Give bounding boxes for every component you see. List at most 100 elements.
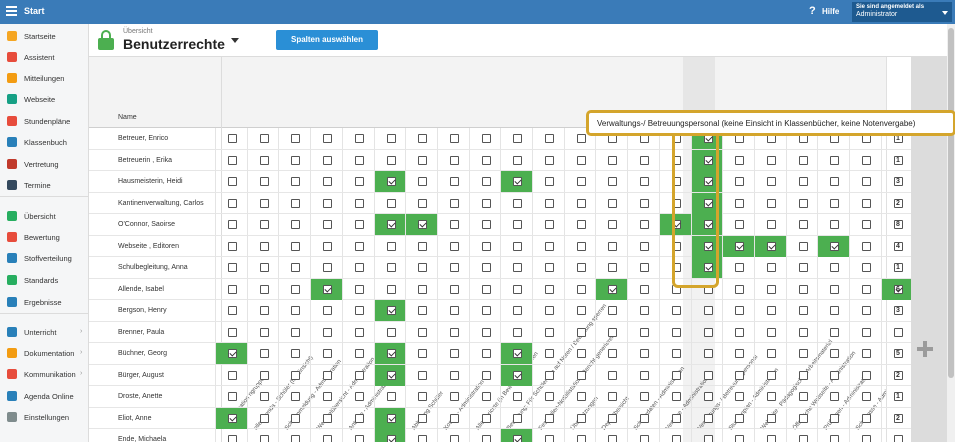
checkbox[interactable] — [576, 370, 586, 380]
checkbox[interactable] — [323, 263, 333, 272]
checkbox[interactable] — [735, 177, 745, 186]
checkbox[interactable] — [862, 370, 871, 380]
checkbox[interactable] — [386, 284, 396, 294]
checkbox[interactable] — [513, 155, 523, 165]
checkbox[interactable] — [259, 241, 269, 251]
checkbox[interactable] — [830, 220, 840, 229]
checkbox[interactable] — [735, 435, 745, 442]
checkbox-checked[interactable] — [513, 177, 523, 186]
checkbox[interactable] — [481, 155, 491, 165]
checkbox[interactable] — [545, 241, 554, 251]
checkbox-checked[interactable] — [703, 263, 713, 272]
checkbox[interactable] — [259, 370, 269, 380]
checkbox[interactable] — [545, 327, 554, 337]
checkbox[interactable] — [323, 155, 333, 165]
checkbox[interactable] — [671, 306, 681, 315]
checkbox[interactable] — [291, 392, 301, 401]
sidebar-item-12[interactable]: Ergebnisse — [0, 292, 89, 312]
checkbox-checked[interactable] — [608, 284, 618, 294]
checkbox-checked[interactable] — [513, 349, 523, 358]
checkbox[interactable] — [608, 413, 618, 423]
checkbox[interactable] — [735, 155, 745, 165]
checkbox-checked[interactable] — [766, 241, 776, 251]
checkbox[interactable] — [228, 306, 237, 315]
checkbox[interactable] — [640, 392, 650, 401]
checkbox[interactable] — [481, 306, 491, 315]
checkbox[interactable] — [671, 435, 681, 442]
sidebar-item-13[interactable]: Unterricht › — [0, 322, 89, 342]
checkbox[interactable] — [449, 435, 459, 442]
checkbox-checked[interactable] — [418, 220, 428, 229]
checkbox[interactable] — [545, 177, 554, 186]
checkbox[interactable] — [418, 284, 428, 294]
checkbox[interactable] — [449, 134, 459, 143]
checkbox[interactable] — [418, 134, 428, 143]
checkbox[interactable] — [291, 306, 301, 315]
checkbox[interactable] — [671, 370, 681, 380]
checkbox[interactable] — [671, 413, 681, 423]
checkbox[interactable] — [640, 263, 650, 272]
checkbox[interactable] — [703, 413, 713, 423]
checkbox[interactable] — [893, 392, 903, 401]
checkbox[interactable] — [481, 134, 491, 143]
checkbox[interactable] — [545, 284, 554, 294]
checkbox[interactable] — [449, 392, 459, 401]
checkbox[interactable] — [354, 263, 364, 272]
checkbox[interactable] — [323, 413, 333, 423]
checkbox[interactable] — [228, 177, 237, 186]
checkbox[interactable] — [259, 413, 269, 423]
checkbox[interactable] — [893, 155, 903, 165]
checkbox[interactable] — [608, 155, 618, 165]
checkbox[interactable] — [291, 177, 301, 186]
help-icon[interactable]: ? — [809, 5, 816, 17]
checkbox[interactable] — [545, 435, 554, 442]
checkbox[interactable] — [608, 177, 618, 186]
checkbox[interactable] — [418, 198, 428, 208]
checkbox[interactable] — [893, 435, 903, 442]
checkbox[interactable] — [386, 327, 396, 337]
checkbox[interactable] — [291, 370, 301, 380]
checkbox[interactable] — [798, 241, 808, 251]
checkbox[interactable] — [481, 392, 491, 401]
sidebar-item-16[interactable]: Agenda Online — [0, 386, 89, 406]
checkbox-checked[interactable] — [386, 220, 396, 229]
checkbox-checked[interactable] — [386, 306, 396, 315]
checkbox[interactable] — [481, 435, 491, 442]
checkbox[interactable] — [481, 327, 491, 337]
sidebar-item-7[interactable]: Termine — [0, 175, 89, 195]
sidebar-item-6[interactable]: Vertretung — [0, 154, 89, 174]
checkbox[interactable] — [862, 177, 871, 186]
checkbox[interactable] — [259, 155, 269, 165]
help-link[interactable]: Hilfe — [822, 7, 840, 16]
checkbox-checked[interactable] — [830, 241, 840, 251]
checkbox[interactable] — [481, 413, 491, 423]
checkbox[interactable] — [545, 134, 554, 143]
checkbox[interactable] — [830, 263, 840, 272]
checkbox[interactable] — [893, 413, 903, 423]
checkbox-checked[interactable] — [228, 413, 237, 423]
checkbox[interactable] — [862, 241, 871, 251]
checkbox[interactable] — [228, 435, 237, 442]
sidebar-item-15[interactable]: Kommunikation › — [0, 364, 89, 384]
sidebar-item-11[interactable]: Standards — [0, 270, 89, 290]
checkbox[interactable] — [576, 435, 586, 442]
checkbox[interactable] — [481, 349, 491, 358]
checkbox[interactable] — [323, 392, 333, 401]
checkbox[interactable] — [291, 435, 301, 442]
checkbox[interactable] — [735, 349, 745, 358]
checkbox[interactable] — [228, 392, 237, 401]
checkbox[interactable] — [386, 263, 396, 272]
checkbox[interactable] — [893, 327, 903, 337]
scrollbar-thumb[interactable] — [948, 28, 954, 378]
checkbox[interactable] — [323, 306, 333, 315]
checkbox[interactable] — [354, 327, 364, 337]
checkbox[interactable] — [703, 370, 713, 380]
checkbox-checked[interactable] — [735, 241, 745, 251]
checkbox[interactable] — [323, 198, 333, 208]
checkbox[interactable] — [830, 392, 840, 401]
sidebar-item-8[interactable]: Übersicht — [0, 206, 89, 226]
checkbox[interactable] — [418, 155, 428, 165]
checkbox[interactable] — [576, 349, 586, 358]
checkbox[interactable] — [703, 435, 713, 442]
checkbox[interactable] — [640, 177, 650, 186]
